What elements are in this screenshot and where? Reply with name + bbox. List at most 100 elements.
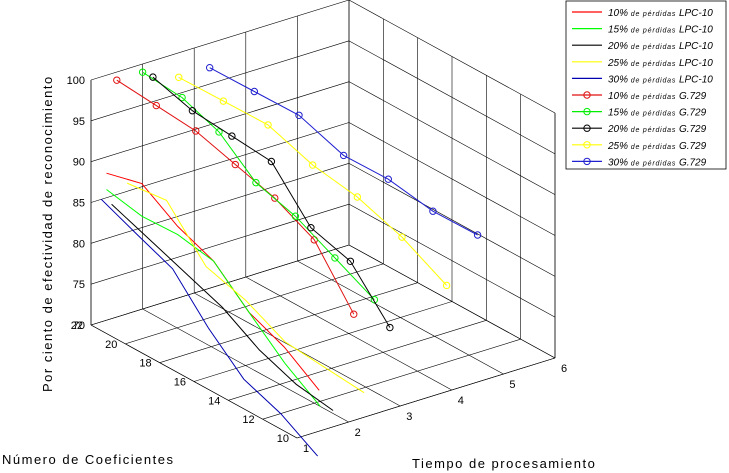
- series-line-2: [106, 189, 321, 407]
- y-axis-label: Número de Coeficientes: [2, 452, 174, 467]
- series-point: [353, 193, 362, 201]
- series-point: [175, 73, 183, 82]
- series-line-10: [209, 67, 478, 236]
- side-wall-grid-z: [348, 122, 556, 236]
- series-point: [113, 76, 121, 84]
- z-axis-label: Por ciento de efectividad de reconocimie…: [40, 75, 55, 392]
- series-point: [429, 207, 437, 215]
- series-point: [442, 281, 451, 290]
- series-point: [149, 73, 157, 81]
- legend-entry: 10% de pérdidas LPC-10: [608, 8, 713, 19]
- floor-grid-y: [228, 320, 487, 401]
- x-tick-label: 4: [458, 395, 464, 407]
- side-wall-grid-z: [348, 81, 556, 195]
- series-line-4: [126, 182, 365, 394]
- series-point: [188, 107, 197, 115]
- x-tick-label: 1: [303, 443, 309, 455]
- legend-entry: 20% de pérdidas LPC-10: [607, 41, 713, 52]
- z-tick-label: 95: [73, 116, 85, 128]
- z-tick-label: 80: [73, 238, 85, 250]
- series-point: [386, 323, 394, 332]
- series-point: [228, 132, 236, 140]
- legend-entry: 20% de pérdidas G.729: [607, 124, 707, 135]
- z-tick-label: 100: [67, 75, 85, 87]
- floor-grid-y: [262, 338, 521, 420]
- y-axis-line: [90, 324, 298, 439]
- side-wall-grid-z: [348, 163, 556, 277]
- series-point: [271, 194, 279, 202]
- legend-entry: 25% de pérdidas G.729: [607, 141, 707, 152]
- series-point: [267, 157, 276, 166]
- series-point: [339, 151, 348, 160]
- legend-marker: [583, 141, 591, 149]
- series-point: [192, 127, 200, 135]
- x-tick-label: 5: [509, 379, 515, 391]
- series-line-8: [152, 76, 391, 328]
- legend-entry: 15% de pérdidas LPC-10: [608, 25, 713, 36]
- x-axis-line: [296, 357, 556, 439]
- y-tick-label: 12: [242, 414, 254, 426]
- y-tick-label: 20: [105, 339, 117, 351]
- x-tick-label: 6: [561, 363, 567, 375]
- side-wall-grid-z: [348, 40, 556, 155]
- legend-entry: 10% de pérdidas G.729: [608, 91, 707, 102]
- y-tick-label: 14: [208, 395, 220, 407]
- z-tick-label: 70: [73, 320, 85, 332]
- x-tick-label: 3: [406, 411, 412, 423]
- legend-entry: 15% de pérdidas G.729: [608, 108, 707, 119]
- series-line-5: [100, 198, 318, 457]
- legend-marker: [583, 107, 591, 116]
- y-tick-label: 18: [139, 358, 151, 370]
- back-wall-grid-z: [90, 163, 350, 244]
- y-tick-label: 22: [71, 320, 83, 332]
- back-wall-grid-z: [90, 122, 350, 203]
- y-tick-label: 10: [277, 433, 289, 445]
- floor-grid-y: [193, 301, 453, 382]
- floor-grid-y: [90, 244, 350, 326]
- series-point: [331, 254, 339, 262]
- legend-entry: 25% de pérdidas LPC-10: [607, 58, 713, 69]
- back-wall-grid-z: [90, 0, 350, 81]
- series-point: [308, 161, 317, 169]
- series-point: [291, 212, 300, 220]
- series-point: [473, 231, 482, 239]
- x-tick-label: 2: [355, 427, 361, 439]
- legend-entry: 30% de pérdidas G.729: [608, 157, 707, 168]
- series-point: [307, 224, 315, 232]
- series-line-9: [178, 76, 447, 286]
- series-point: [252, 178, 260, 187]
- series-point: [178, 93, 186, 102]
- series-point: [295, 111, 303, 120]
- series-line-7: [142, 71, 375, 301]
- series-point: [231, 160, 239, 169]
- back-wall-grid-z: [90, 40, 350, 122]
- z-tick-label: 75: [73, 279, 85, 291]
- series-point: [152, 101, 160, 110]
- y-tick-label: 16: [174, 377, 186, 389]
- x-axis-label: Tiempo de procesamiento: [412, 456, 596, 471]
- series-point: [350, 310, 358, 318]
- series-point: [384, 175, 392, 183]
- side-wall-grid-z: [348, 0, 556, 114]
- z-tick-label: 85: [73, 198, 85, 210]
- series-point: [205, 64, 214, 72]
- back-wall-grid-z: [90, 81, 350, 162]
- floor-grid-y: [159, 282, 418, 363]
- legend-marker: [583, 124, 591, 132]
- legend-marker: [583, 157, 591, 166]
- back-wall-grid-z: [90, 203, 350, 285]
- series-line-3: [111, 203, 334, 411]
- series-point: [250, 87, 259, 96]
- z-tick-label: 90: [73, 157, 85, 169]
- series-point: [346, 257, 355, 265]
- series-point: [264, 121, 272, 129]
- side-wall-grid-z: [348, 203, 556, 318]
- series-point: [219, 97, 228, 105]
- series-line-6: [116, 79, 355, 315]
- series-point: [138, 68, 147, 76]
- floor-grid-y: [125, 263, 384, 345]
- legend-entry: 30% de pérdidas LPC-10: [608, 74, 713, 85]
- series-point: [215, 128, 223, 136]
